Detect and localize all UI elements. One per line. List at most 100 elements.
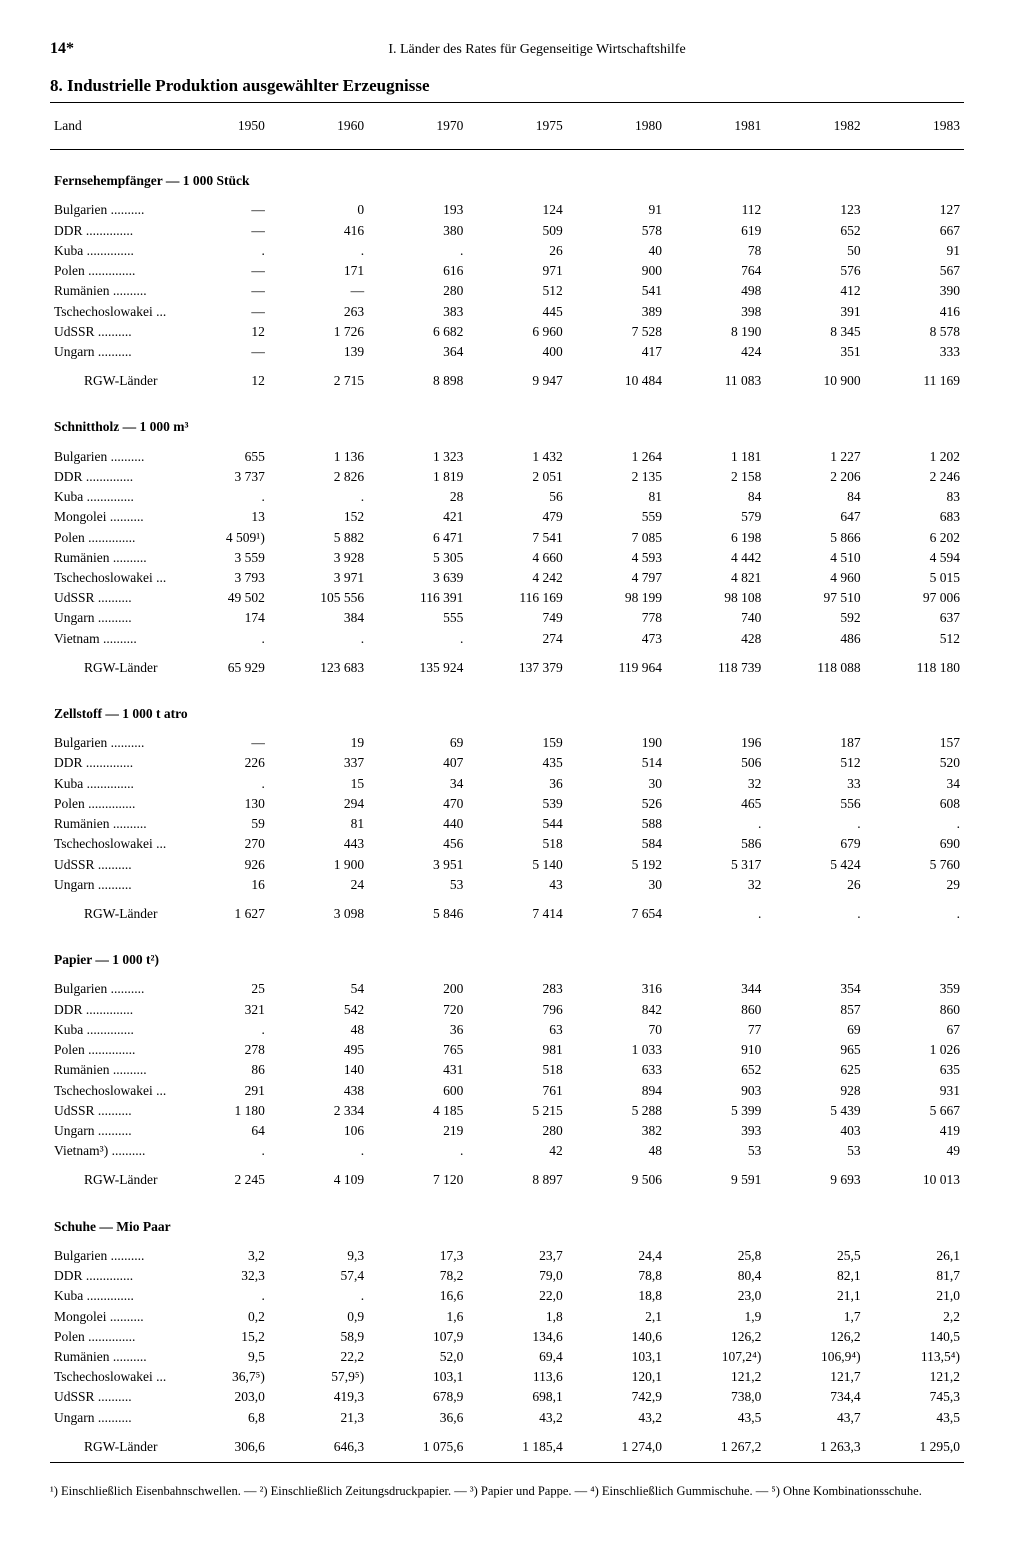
cell: 1 726 [269,322,368,342]
cell: 5 399 [666,1101,765,1121]
table-row: DDR ..............3215427207968428608578… [50,1000,964,1020]
cell: 54 [269,979,368,999]
cell: 506 [666,753,765,773]
cell: 53 [666,1141,765,1161]
cell: 4 509¹) [170,528,269,548]
cell: — [170,261,269,281]
cell: 364 [368,342,467,362]
cell: 734,4 [765,1387,864,1407]
cell: 382 [567,1121,666,1141]
table-row: Polen ..............4 509¹)5 8826 4717 5… [50,528,964,548]
table-row: UdSSR ..........121 7266 6826 9607 5288 … [50,322,964,342]
row-label: Bulgarien .......... [50,979,170,999]
total-cell: 8 898 [368,362,467,396]
table-row: Kuba ................16,622,018,823,021,… [50,1286,964,1306]
cell: 539 [467,794,566,814]
total-cell: 7 654 [567,895,666,929]
cell: 586 [666,834,765,854]
cell: 390 [865,281,964,301]
cell: 1 900 [269,855,368,875]
total-label: RGW-Länder [50,1161,170,1195]
cell: 34 [368,774,467,794]
row-label: Mongolei .......... [50,1307,170,1327]
row-label: Tschechoslowakei ... [50,568,170,588]
cell: 5 288 [567,1101,666,1121]
total-cell: 119 964 [567,649,666,683]
cell: 419,3 [269,1387,368,1407]
cell: 86 [170,1060,269,1080]
cell: 412 [765,281,864,301]
col-year-1950: 1950 [170,103,269,149]
total-cell: 118 180 [865,649,964,683]
cell: 226 [170,753,269,773]
total-cell: 3 098 [269,895,368,929]
cell: 116 169 [467,588,566,608]
cell: 152 [269,507,368,527]
cell: 30 [567,875,666,895]
cell: 9,3 [269,1246,368,1266]
cell: 608 [865,794,964,814]
section-title: Schnittholz — 1 000 m³ [50,396,964,446]
row-label: DDR .............. [50,1000,170,1020]
cell: 1 819 [368,467,467,487]
row-label: Mongolei .......... [50,507,170,527]
cell: 389 [567,302,666,322]
total-cell: 646,3 [269,1428,368,1462]
cell: 417 [567,342,666,362]
cell: 796 [467,1000,566,1020]
cell: . [368,629,467,649]
cell: 34 [865,774,964,794]
cell: 518 [467,834,566,854]
cell: 121,2 [666,1367,765,1387]
cell: 440 [368,814,467,834]
cell: 778 [567,608,666,628]
cell: 18,8 [567,1286,666,1306]
cell: 203,0 [170,1387,269,1407]
cell: . [666,814,765,834]
header-row: Land19501960197019751980198119821983 [50,103,964,149]
cell: 23,0 [666,1286,765,1306]
cell: 121,2 [865,1367,964,1387]
cell: 81,7 [865,1266,964,1286]
cell: 567 [865,261,964,281]
table-row: Bulgarien ..........6551 1361 3231 4321 … [50,447,964,467]
cell: 140,5 [865,1327,964,1347]
col-year-1980: 1980 [567,103,666,149]
cell: 2 051 [467,467,566,487]
cell: 431 [368,1060,467,1080]
cell: 4 960 [765,568,864,588]
section-title: Papier — 1 000 t²) [50,929,964,979]
cell: 5 424 [765,855,864,875]
cell: . [368,1141,467,1161]
table-row: Ungarn ..........1624534330322629 [50,875,964,895]
cell: 113,5⁴) [865,1347,964,1367]
table-row: UdSSR ..........9261 9003 9515 1405 1925… [50,855,964,875]
cell: 316 [567,979,666,999]
cell: 200 [368,979,467,999]
cell: . [865,814,964,834]
cell: 321 [170,1000,269,1020]
total-cell: 9 947 [467,362,566,396]
cell: 79,0 [467,1266,566,1286]
cell: 667 [865,221,964,241]
cell: 749 [467,608,566,628]
cell: 98 199 [567,588,666,608]
cell: 470 [368,794,467,814]
total-cell: 10 484 [567,362,666,396]
cell: 3 951 [368,855,467,875]
cell: 120,1 [567,1367,666,1387]
table-row: Tschechoslowakei ...29143860076189490392… [50,1081,964,1101]
cell: 67 [865,1020,964,1040]
total-row: RGW-Länder122 7158 8989 94710 48411 0831… [50,362,964,396]
col-year-1970: 1970 [368,103,467,149]
cell: 555 [368,608,467,628]
cell: 407 [368,753,467,773]
cell: 49 [865,1141,964,1161]
cell: 139 [269,342,368,362]
cell: 337 [269,753,368,773]
cell: 514 [567,753,666,773]
cell: 21,3 [269,1408,368,1428]
table-row: Bulgarien ..........3,29,317,323,724,425… [50,1246,964,1266]
cell: 64 [170,1121,269,1141]
cell: . [269,1141,368,1161]
